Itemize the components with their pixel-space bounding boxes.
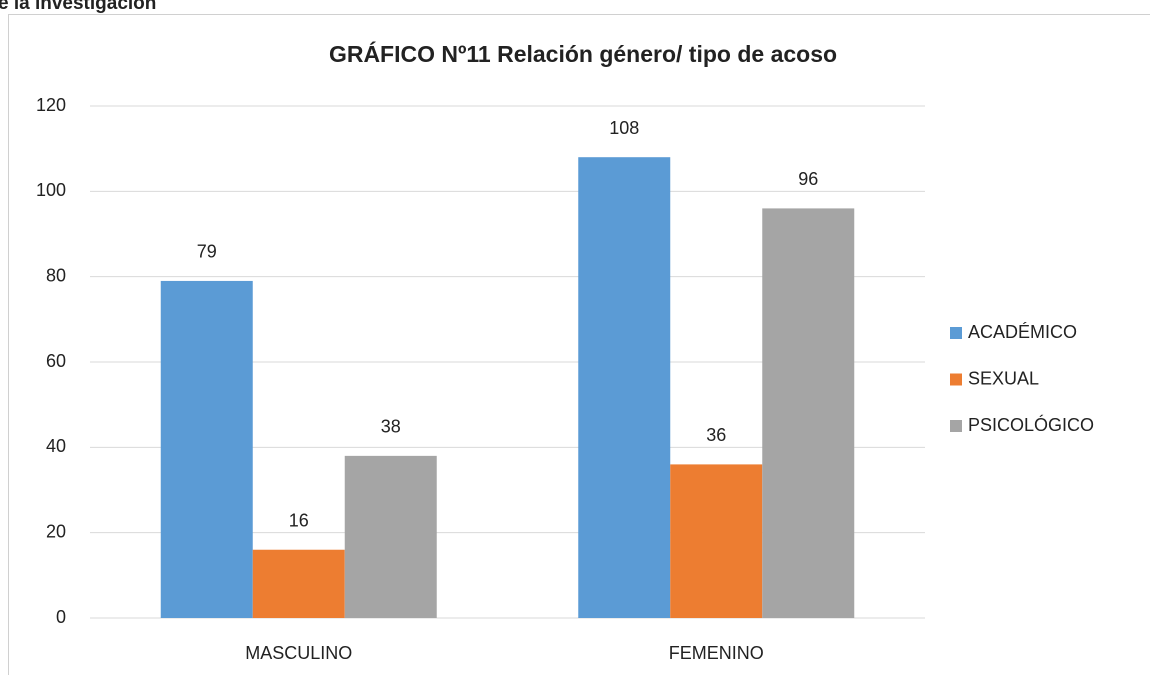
y-tick-label: 0 bbox=[56, 607, 66, 627]
legend-swatch bbox=[950, 420, 962, 432]
x-tick-label: FEMENINO bbox=[669, 643, 764, 663]
bar bbox=[160, 280, 253, 618]
value-label: 108 bbox=[609, 118, 639, 138]
chart-title: GRÁFICO Nº11 Relación género/ tipo de ac… bbox=[329, 40, 837, 67]
legend-label: ACADÉMICO bbox=[968, 322, 1077, 342]
value-label: 79 bbox=[197, 242, 217, 262]
y-tick-label: 40 bbox=[46, 436, 66, 456]
x-tick-label: MASCULINO bbox=[245, 643, 352, 663]
legend-label: SEXUAL bbox=[968, 368, 1039, 388]
chart-frame bbox=[8, 14, 1150, 675]
y-tick-label: 20 bbox=[46, 521, 66, 541]
heading: e la investigación bbox=[0, 0, 156, 14]
y-tick-label: 60 bbox=[46, 351, 66, 371]
bar bbox=[578, 157, 671, 618]
y-tick-label: 80 bbox=[46, 265, 66, 285]
legend-swatch bbox=[950, 327, 962, 339]
legend-swatch bbox=[950, 373, 962, 386]
y-tick-label: 120 bbox=[36, 95, 66, 115]
bar bbox=[252, 549, 345, 618]
legend-label: PSICOLÓGICO bbox=[968, 414, 1094, 435]
value-label: 16 bbox=[289, 510, 309, 530]
value-label: 96 bbox=[798, 169, 818, 189]
bar bbox=[670, 464, 763, 618]
value-label: 38 bbox=[381, 417, 401, 437]
bar bbox=[762, 208, 855, 618]
bar bbox=[344, 455, 437, 618]
y-tick-label: 100 bbox=[36, 180, 66, 200]
value-label: 36 bbox=[706, 425, 726, 445]
